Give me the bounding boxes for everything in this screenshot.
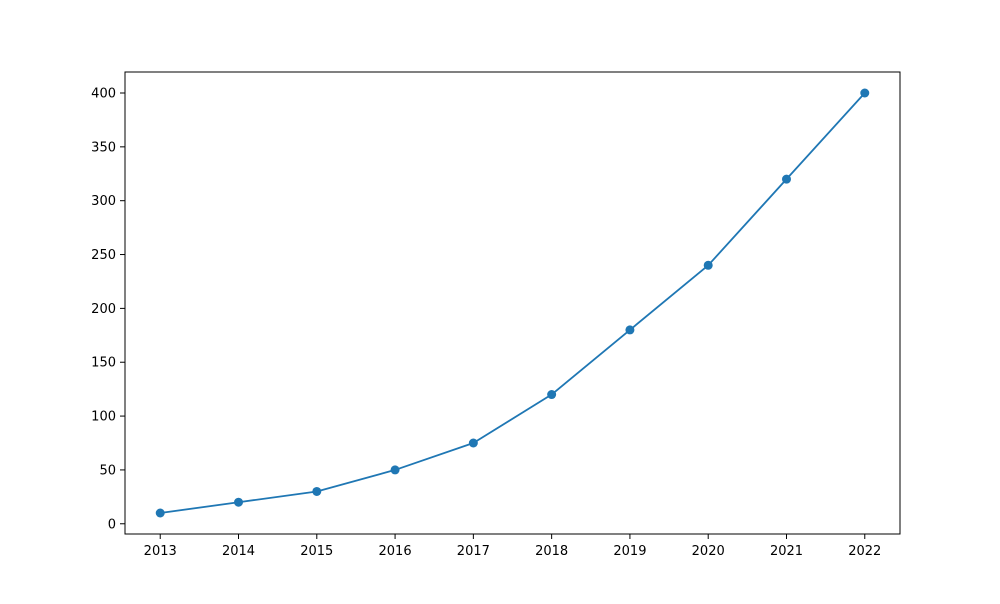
y-axis: 0 50 100 150 200 250 300 350 400	[91, 87, 125, 532]
data-point	[468, 438, 478, 448]
x-tick-label: 2020	[692, 544, 725, 559]
data-point	[390, 465, 400, 475]
data-point	[312, 486, 322, 496]
x-tick-label: 2014	[222, 544, 255, 559]
data-point	[703, 260, 713, 270]
y-tick-label: 200	[91, 302, 116, 317]
data-point	[234, 497, 244, 507]
data-point	[860, 88, 870, 98]
y-tick-label: 150	[91, 356, 116, 371]
series-line	[160, 92, 866, 514]
x-axis: 2013 2014 2015 2016 2017 2018 2019 2020 2021 2022	[144, 534, 881, 559]
data-point	[155, 508, 165, 518]
x-tick-label: 2016	[379, 544, 412, 559]
y-tick-label: 100	[91, 410, 116, 425]
y-tick-label: 400	[91, 87, 116, 102]
x-tick-label: 2022	[848, 544, 881, 559]
y-tick-label: 250	[91, 248, 116, 263]
x-tick-label: 2021	[770, 544, 803, 559]
y-tick-label: 350	[91, 140, 116, 155]
y-tick-label: 0	[108, 517, 116, 532]
y-tick-label: 50	[99, 463, 116, 478]
x-tick-label: 2017	[457, 544, 490, 559]
data-point	[781, 174, 791, 184]
x-tick-label: 2019	[613, 544, 646, 559]
x-tick-label: 2015	[300, 544, 333, 559]
data-point	[625, 325, 635, 335]
plot-series	[155, 88, 870, 518]
x-tick-label: 2018	[535, 544, 568, 559]
data-point	[547, 390, 557, 400]
plot-frame	[124, 71, 901, 535]
x-tick-label: 2013	[144, 544, 177, 559]
y-tick-label: 300	[91, 194, 116, 209]
